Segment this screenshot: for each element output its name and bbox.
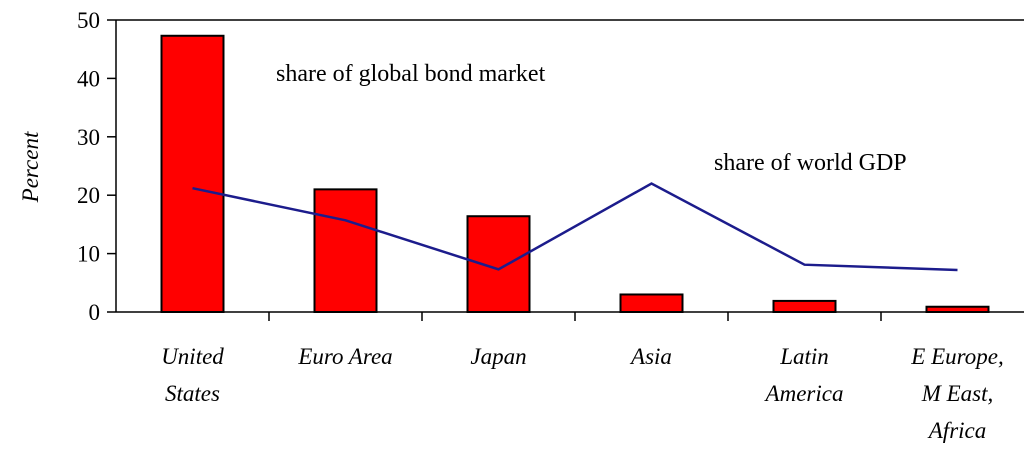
annotation-bond-market: share of global bond market xyxy=(276,61,546,87)
bar-1 xyxy=(313,188,378,313)
gdp-share-line xyxy=(192,182,958,272)
bar-3 xyxy=(619,293,684,314)
x-category-label: E Europe, M East, Africa xyxy=(910,344,1003,443)
y-tick-label: 50 xyxy=(77,8,100,33)
x-category-label: United States xyxy=(161,344,224,406)
x-category-label: Latin America xyxy=(764,344,844,406)
x-category-label: Japan xyxy=(470,344,526,369)
bar-0 xyxy=(160,34,225,313)
bar-4 xyxy=(772,299,837,313)
y-axis-label: Percent xyxy=(18,131,43,203)
x-category-label: Asia xyxy=(629,344,672,369)
y-tick-label: 20 xyxy=(77,183,100,208)
x-category-label: Euro Area xyxy=(297,344,392,369)
y-tick-label: 0 xyxy=(89,300,101,325)
y-tick-label: 10 xyxy=(77,242,100,267)
y-tick-label: 30 xyxy=(77,125,100,150)
bar-2 xyxy=(466,215,531,313)
annotation-world-gdp: share of world GDP xyxy=(714,150,907,176)
bar-5 xyxy=(925,305,990,313)
y-tick-label: 40 xyxy=(77,66,100,91)
